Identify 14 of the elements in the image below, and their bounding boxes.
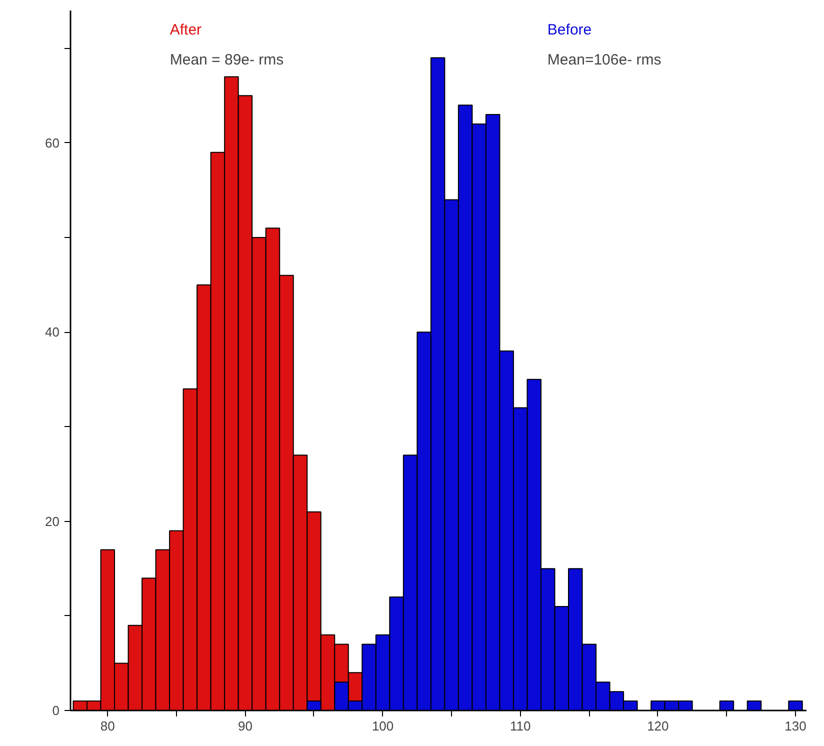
x-tick-label: 120 [647,718,669,734]
x-tick-label: 100 [372,718,394,734]
x-tick-label: 80 [100,718,115,734]
text: After [170,22,202,38]
annotation: Mean = 89e- rms [170,52,284,68]
x-tick-label: 90 [238,718,252,734]
x-tick-label: 130 [784,718,806,734]
y-tick-label: 60 [45,135,60,150]
y-tick-label: 0 [52,703,60,718]
annotation: Mean=106e- rms [547,52,662,68]
text: Before [547,22,592,38]
y-tick-label: 20 [45,514,60,529]
y-tick-label: 40 [45,324,60,340]
x-tick-label: 110 [510,718,531,734]
